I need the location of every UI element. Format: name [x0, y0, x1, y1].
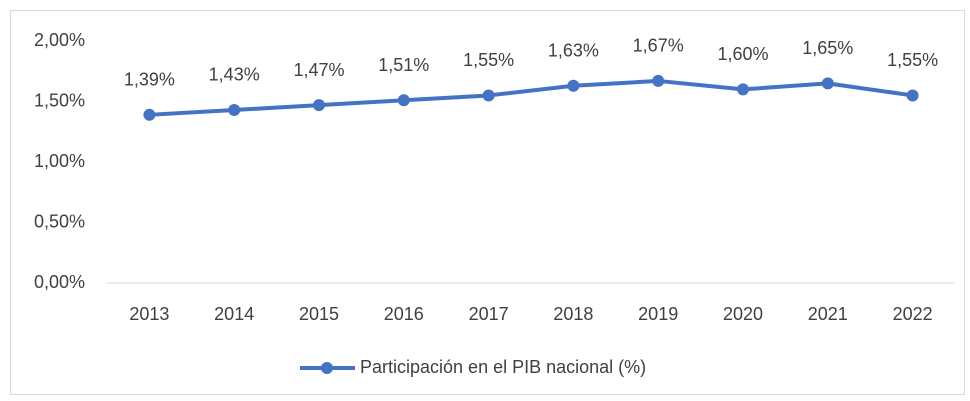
x-tick-label: 2015	[299, 304, 339, 324]
data-label: 1,63%	[548, 41, 599, 61]
x-tick-label: 2016	[384, 304, 424, 324]
data-label: 1,47%	[293, 60, 344, 80]
data-point	[228, 103, 241, 116]
data-point	[567, 79, 580, 92]
data-label: 1,43%	[209, 65, 260, 85]
y-tick-label: 1,50%	[34, 90, 85, 110]
x-tick-label: 2022	[893, 304, 933, 324]
data-label: 1,67%	[633, 36, 684, 56]
data-point	[737, 83, 749, 96]
data-label: 1,51%	[378, 55, 429, 75]
data-label: 1,39%	[124, 70, 175, 90]
chart-frame	[10, 10, 965, 395]
legend-marker	[321, 362, 333, 374]
y-tick-label: 2,00%	[34, 30, 85, 50]
data-point	[397, 94, 410, 107]
y-tick-label: 1,00%	[34, 151, 85, 171]
data-label: 1,55%	[463, 50, 514, 70]
x-tick-label: 2013	[129, 304, 169, 324]
x-tick-label: 2017	[469, 304, 509, 324]
x-tick-label: 2019	[638, 304, 678, 324]
data-point	[821, 77, 834, 90]
y-tick-label: 0,00%	[34, 272, 85, 292]
data-point	[906, 89, 919, 102]
data-label: 1,55%	[887, 50, 938, 70]
data-label: 1,65%	[802, 38, 853, 58]
data-point	[313, 99, 325, 112]
data-point	[143, 108, 156, 121]
series-line	[149, 78, 913, 117]
y-tick-label: 0,50%	[34, 211, 85, 231]
legend-label: Participación en el PIB nacional (%)	[360, 357, 646, 377]
x-tick-label: 2018	[553, 304, 593, 324]
data-point	[482, 89, 495, 102]
x-tick-label: 2020	[723, 304, 763, 324]
x-tick-label: 2014	[214, 304, 254, 324]
x-tick-label: 2021	[808, 304, 848, 324]
data-point	[652, 74, 665, 87]
data-label: 1,60%	[717, 44, 768, 64]
